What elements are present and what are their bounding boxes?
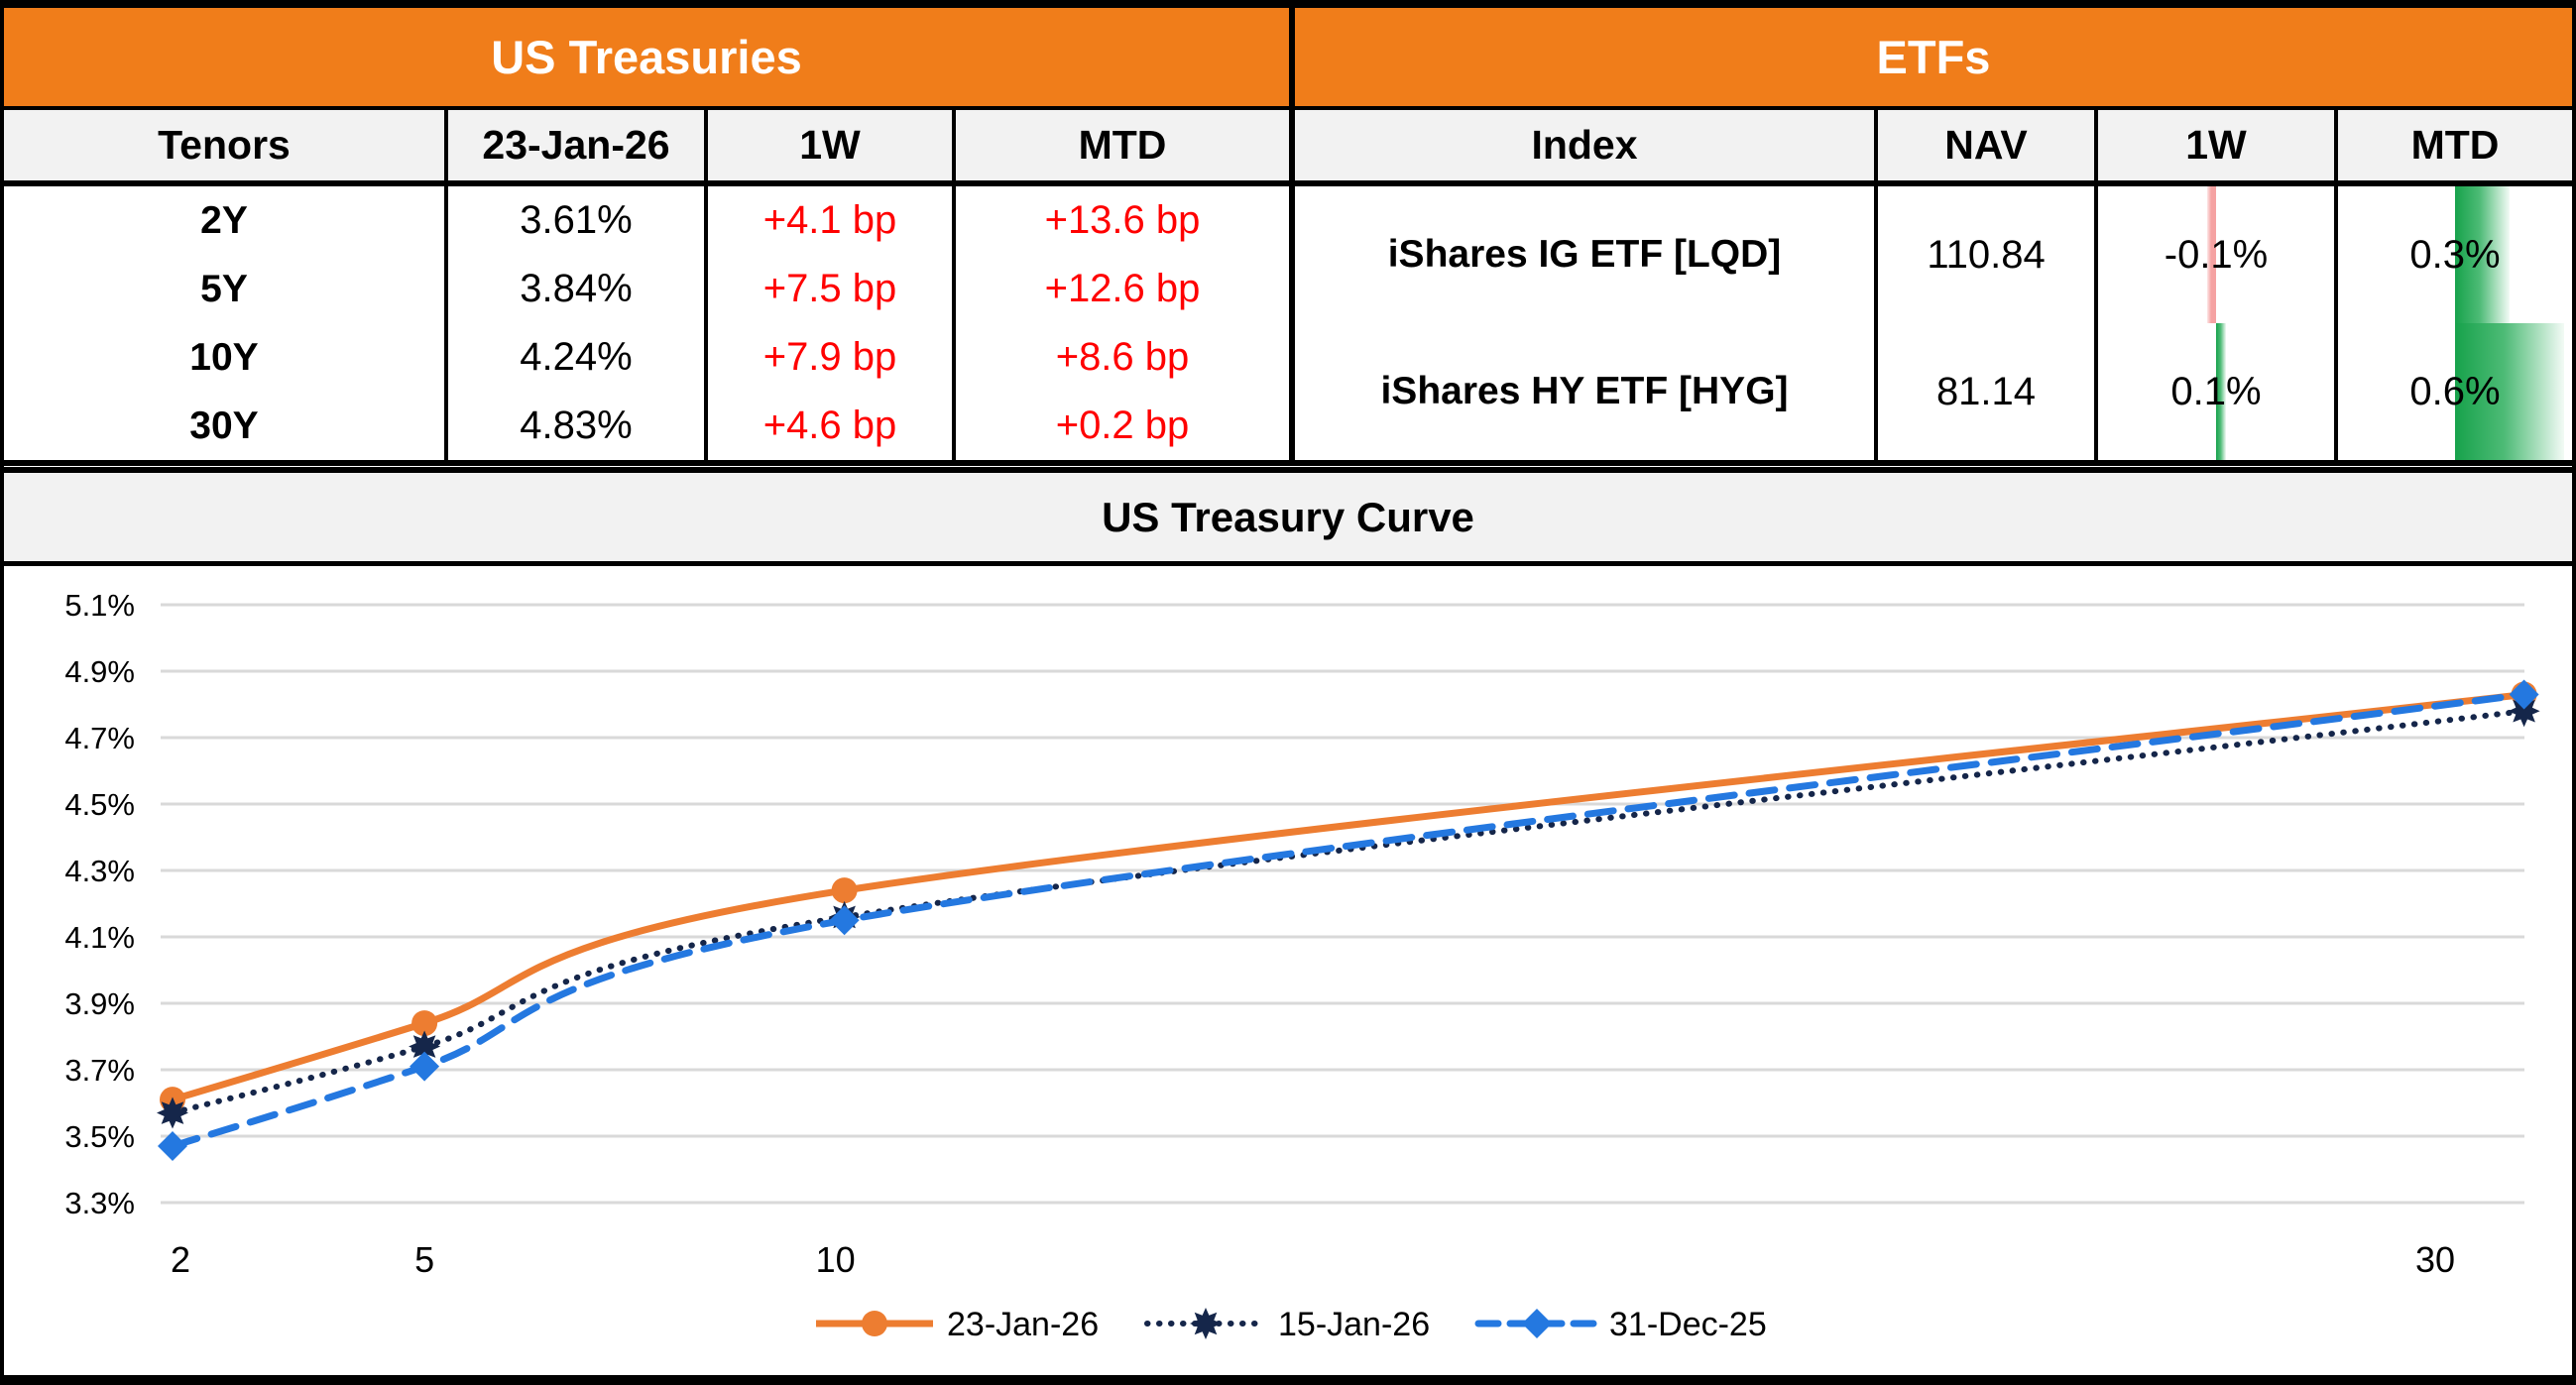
treasuries-header-mtd: MTD — [956, 110, 1289, 186]
y-axis-label: 4.9% — [64, 654, 135, 689]
tenor-mtd-chg: +8.6 bp — [956, 323, 1289, 392]
etfs-table: ETFs Index NAV 1W MTD iShares IG ETF [LQ… — [1295, 4, 2572, 466]
diamond-marker-31-Dec-25 — [2509, 679, 2539, 710]
us-treasuries-table: US Treasuries Tenors 23-Jan-26 1W MTD 2Y… — [4, 4, 1295, 466]
us-treasuries-title: US Treasuries — [4, 8, 1289, 110]
y-axis-label: 3.5% — [64, 1119, 135, 1154]
y-axis-label: 4.7% — [64, 721, 135, 755]
etf-1w-cell: -0.1% — [2098, 186, 2338, 323]
tenor-mtd-chg: +12.6 bp — [956, 255, 1289, 323]
etf-1w-value: -0.1% — [2164, 232, 2269, 277]
diamond-marker-31-Dec-25 — [410, 1051, 440, 1082]
x-axis-label: 10 — [816, 1239, 856, 1280]
etfs-header-mtd: MTD — [2338, 110, 2572, 186]
data-bar-1w — [2216, 323, 2226, 460]
tenor-yield: 4.24% — [448, 323, 708, 392]
etfs-header-nav: NAV — [1878, 110, 2098, 186]
tenor-1w-chg: +4.1 bp — [708, 186, 956, 255]
etf-mtd-cell: 0.3% — [2338, 186, 2572, 323]
x-axis-label: 2 — [171, 1239, 190, 1280]
diamond-marker-31-Dec-25 — [158, 1131, 187, 1162]
star-marker-legend-15-Jan-26 — [1190, 1308, 1222, 1339]
y-axis-label: 4.3% — [64, 854, 135, 888]
tenor-1w-chg: +7.9 bp — [708, 323, 956, 392]
etfs-header-index: Index — [1295, 110, 1878, 186]
tenor-yield: 3.84% — [448, 255, 708, 323]
data-bar-1w — [2206, 186, 2216, 323]
legend-label: 15-Jan-26 — [1278, 1306, 1430, 1343]
etf-mtd-value: 0.3% — [2409, 232, 2501, 277]
tenor-yield: 3.61% — [448, 186, 708, 255]
y-axis-label: 5.1% — [64, 588, 135, 623]
series-line-23-Jan-26 — [171, 690, 2525, 1103]
tenor-label: 30Y — [4, 392, 448, 460]
circle-marker-23-Jan-26 — [411, 1010, 438, 1037]
etf-mtd-value: 0.6% — [2409, 369, 2501, 413]
tenor-mtd-chg: +0.2 bp — [956, 392, 1289, 460]
series-line-15-Jan-26 — [170, 708, 2527, 1116]
etf-nav: 110.84 — [1878, 186, 2098, 323]
x-axis-label: 5 — [414, 1239, 434, 1280]
tenor-label: 2Y — [4, 186, 448, 255]
treasuries-header-1w: 1W — [708, 110, 956, 186]
circle-marker-23-Jan-26 — [831, 877, 858, 904]
y-axis-label: 4.1% — [64, 920, 135, 955]
x-axis-label: 30 — [2415, 1239, 2455, 1280]
data-bar-mtd — [2455, 186, 2510, 323]
series-23-Jan-26 — [160, 681, 2537, 1113]
diamond-marker-31-Dec-25 — [829, 905, 860, 936]
treasury-curve-chart: 5.1% 4.9% 4.7% 4.5% 4.3% 4.1% 3.9% 3.7% 3.5% 3.3%… — [4, 566, 2572, 1375]
legend-item-31-Dec-25: 31-Dec-25 — [1474, 1306, 1767, 1343]
etf-1w-value: 0.1% — [2170, 369, 2262, 413]
y-axis-label: 3.9% — [64, 986, 135, 1021]
treasuries-header-tenors: Tenors — [4, 110, 448, 186]
tenor-label: 5Y — [4, 255, 448, 323]
diamond-marker-legend-31-Dec-25 — [1522, 1309, 1552, 1338]
treasuries-header-date: 23-Jan-26 — [448, 110, 708, 186]
y-axis-label: 3.3% — [64, 1186, 135, 1220]
legend-item-23-Jan-26: 23-Jan-26 — [816, 1306, 1099, 1343]
etf-name: iShares HY ETF [HYG] — [1295, 323, 1878, 460]
chart-title: US Treasury Curve — [4, 467, 2572, 566]
y-axis-label: 3.7% — [64, 1053, 135, 1088]
series-15-Jan-26 — [157, 695, 2540, 1129]
y-axis-label: 4.5% — [64, 787, 135, 822]
star-marker-15-Jan-26 — [157, 1096, 188, 1129]
legend-label: 31-Dec-25 — [1609, 1306, 1767, 1343]
tenor-mtd-chg: +13.6 bp — [956, 186, 1289, 255]
star-marker-15-Jan-26 — [2508, 695, 2540, 728]
data-bar-mtd — [2455, 323, 2564, 460]
star-marker-15-Jan-26 — [409, 1030, 441, 1063]
legend-item-15-Jan-26: 15-Jan-26 — [1144, 1306, 1430, 1343]
legend-label: 23-Jan-26 — [947, 1306, 1099, 1343]
series-31-Dec-25 — [158, 679, 2539, 1162]
tenor-label: 10Y — [4, 323, 448, 392]
series-line-31-Dec-25 — [169, 690, 2528, 1150]
circle-marker-legend-23-Jan-26 — [862, 1311, 887, 1336]
etfs-title: ETFs — [1295, 8, 2572, 110]
tenor-1w-chg: +7.5 bp — [708, 255, 956, 323]
etf-mtd-cell: 0.6% — [2338, 323, 2572, 460]
etf-nav: 81.14 — [1878, 323, 2098, 460]
etf-name: iShares IG ETF [LQD] — [1295, 186, 1878, 323]
etfs-header-1w: 1W — [2098, 110, 2338, 186]
tenor-yield: 4.83% — [448, 392, 708, 460]
etf-1w-cell: 0.1% — [2098, 323, 2338, 460]
tenor-1w-chg: +4.6 bp — [708, 392, 956, 460]
